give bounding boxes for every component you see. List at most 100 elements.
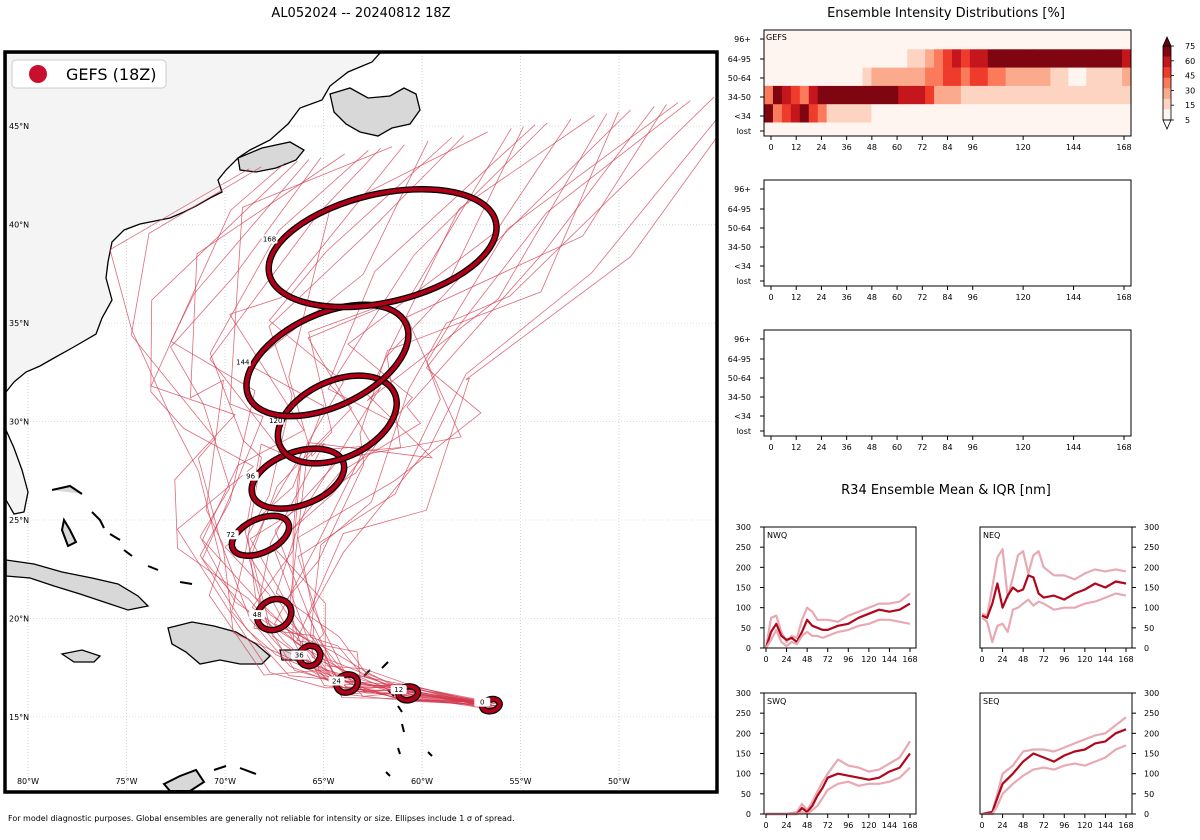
colorbar-frame [1162,45,1172,121]
colorbar-arrow-bottom [1162,119,1172,130]
y-tick-label: 64-95 [728,205,751,214]
north-america-land [6,53,381,394]
x-tick-label: 24 [816,293,826,302]
heat-cell [1023,31,1033,50]
footnote: For model diagnostic purposes. Global en… [8,814,515,823]
heat-cell [987,67,998,87]
heat-cell [835,31,845,50]
heat-cell [1113,67,1123,87]
heat-cell [1086,67,1096,87]
ellipse-hour-label: 0 [480,699,484,707]
heat-cell [1068,85,1078,105]
lon-label: 75°W [115,777,137,786]
heat-cell [1050,104,1060,123]
heat-cell [1104,49,1114,68]
x-tick-label: 0 [768,143,773,152]
x-tick-label: 48 [867,143,877,152]
y-tick-label: 150 [1144,584,1159,593]
x-tick-label: 72 [1039,821,1049,830]
y-tick-label: 50-64 [728,74,751,83]
intensity-panel-3: 96+ 64-95 50-64 34-50 <34 lost 0 12 24 36 48 60 72 84… [728,329,1132,452]
heat-cell [978,85,989,105]
heat-cell [862,85,872,105]
ensemble-track [247,135,491,706]
panel-frame [763,179,1132,287]
ellipse-label-bg [249,610,266,620]
heat-cell [969,31,980,50]
heat-cell [1032,31,1042,50]
heat-cell [808,104,819,123]
heat-cell [1005,104,1016,123]
heat-cell [781,104,792,123]
x-tick-label: 36 [842,293,852,302]
heat-cell [1041,85,1051,105]
heat-cell [772,49,783,68]
heat-cell [960,67,971,87]
legend-marker [29,65,47,83]
heat-cell-lost [764,122,1131,136]
ellipse-0h: 0 [474,695,503,715]
ellipse-hour-label: 48 [253,611,262,619]
heat-cell [764,49,774,68]
x-tick-label: 24 [816,143,826,152]
heat-cell [925,104,935,123]
heat-cell [925,67,935,87]
x-tick-label: 0 [768,443,773,452]
colorbar-arrow-top [1162,36,1172,47]
heat-cell [1104,85,1114,105]
heat-cell [844,67,854,87]
r34-mean-line [981,574,1127,619]
r34-panel-swq: SWQ 300 250 200 150 100 50 0 0 24 48 72 96 120 144 168 [736,689,918,830]
ellipse-hour-label: 36 [295,652,304,660]
x-tick-label: 72 [917,443,927,452]
heat-cell [862,67,872,87]
x-tick-label: 168 [1116,293,1131,302]
y-tick-label: 50 [1144,790,1154,799]
r34-upper-line [981,548,1127,617]
heat-cell [1095,31,1105,50]
x-tick-label: 12 [791,443,801,452]
heat-cell [853,31,863,50]
heat-cell [889,67,899,87]
heat-cell [951,104,962,123]
heat-cell [996,104,1007,123]
r34-upper-line [764,592,911,649]
uncertainty-ellipses: 0 12 24 36 48 72 96 120 144 168 [222,185,503,715]
colorbar-tick-label: 75 [1185,42,1195,51]
ensemble-track [189,153,488,702]
y-tick-label: 96+ [734,335,751,344]
heat-cell [898,67,908,87]
heat-cell [996,49,1007,68]
jamaica-land [60,649,102,663]
colorbar-tick-label: 30 [1185,86,1195,95]
heat-cell [1014,67,1024,87]
heat-cell [871,104,881,123]
heat-cell [853,49,863,68]
heat-cell [996,31,1007,50]
heat-cell [1086,31,1096,50]
ensemble-track [249,122,548,703]
heat-cell [799,104,810,123]
ellipse-48h: 48 [249,595,295,634]
x-tick-label: 144 [1098,655,1113,664]
heat-cell [826,104,837,123]
heat-cell [969,67,980,87]
y-tick-label: 96+ [734,35,751,44]
heat-cell [898,31,908,50]
map-frame [3,50,719,794]
heat-cell [889,49,899,68]
heat-cell [987,31,998,50]
heat-cell [969,104,980,123]
heat-cell [1077,31,1087,50]
x-tick-label: 48 [867,293,877,302]
ellipse-hour-label: 120 [269,417,282,425]
ensemble-track [297,100,691,707]
heat-cell [960,85,971,105]
r34-upper-line [981,716,1127,816]
heat-cell [1014,104,1024,123]
heat-cell [1077,85,1087,105]
heat-cell [853,67,863,87]
r34-panel-seq: SEQ 300 250 200 150 100 50 0 0 24 48 72 96 120 144 168 [979,689,1159,830]
panel-label: NWQ [767,531,787,540]
lat-label: 40°N [9,221,29,230]
